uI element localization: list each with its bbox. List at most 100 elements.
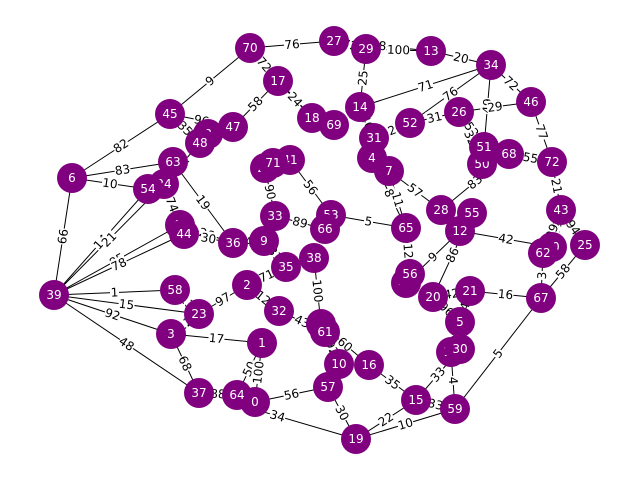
edge-weight-background — [54, 227, 72, 246]
node-label: 52 — [402, 116, 417, 130]
edge-weight-group: 78 — [108, 254, 130, 275]
edge-weight-group: 100 — [250, 360, 267, 385]
edge-weight-label: 56 — [283, 386, 301, 403]
node-label: 44 — [176, 227, 191, 241]
edge-weight-label: 82 — [111, 136, 131, 156]
edge-weight-background — [500, 72, 522, 95]
edge-weight-label: 15 — [118, 297, 135, 313]
edge-weight-label: 10 — [396, 415, 415, 433]
edge-weight-group: 86 — [442, 244, 463, 266]
node-1: 1 — [247, 328, 277, 358]
edge-weight-label: 4 — [244, 235, 253, 249]
edge-weight-group: 97 — [212, 289, 234, 310]
node-circle — [537, 147, 567, 177]
edge-weight-label: 100 — [250, 360, 267, 384]
edge-weight-label: 8 — [378, 39, 387, 54]
node-label: 6 — [68, 171, 76, 185]
node-label: 56 — [402, 267, 417, 281]
node-65: 65 — [391, 213, 421, 243]
node-label: 27 — [326, 34, 341, 48]
node-circle — [341, 424, 371, 454]
node-circle — [260, 201, 290, 231]
node-48: 48 — [185, 128, 215, 158]
edge-weight-group: 56 — [300, 176, 321, 199]
node-label: 0 — [251, 395, 259, 409]
node-circle — [526, 283, 556, 313]
edge-weight-label: 55 — [522, 150, 540, 167]
node-34: 34 — [476, 50, 506, 80]
edge-weight-group: 42 — [496, 230, 516, 248]
node-circle — [263, 66, 293, 96]
node-circle — [310, 214, 340, 244]
node-29: 29 — [351, 34, 381, 64]
edge-weight-background — [425, 108, 444, 127]
edge-weight-background — [110, 135, 132, 157]
node-circle — [445, 307, 475, 337]
node-label: 61 — [317, 325, 332, 339]
edge-weight-group: 48 — [115, 333, 138, 355]
node-label: 17 — [270, 74, 285, 88]
node-39: 39 — [39, 280, 69, 310]
edge-weight-background — [115, 333, 138, 355]
edge-weight-label: 12 — [400, 243, 415, 259]
edge-weight-label: 71 — [416, 77, 435, 95]
edge-weight-label: 35 — [382, 372, 403, 392]
edge-weight-group: 16 — [496, 286, 515, 303]
edge-weight-label: 4 — [457, 301, 473, 313]
edge-weight-group: 58 — [552, 260, 574, 283]
node-13: 13 — [416, 36, 446, 66]
edge-weight-group: 30 — [332, 402, 352, 424]
node-45: 45 — [155, 99, 185, 129]
node-56: 56 — [395, 259, 425, 289]
node-63: 63 — [158, 147, 188, 177]
edge-weight-group: 25 — [355, 69, 371, 87]
node-circle — [310, 317, 340, 347]
edge-weight-background — [117, 296, 136, 313]
node-circle — [457, 198, 487, 228]
edge-weight-group: 55 — [521, 149, 540, 167]
edge-weight-label: 68 — [175, 354, 194, 374]
node-circle — [418, 282, 448, 312]
node-label: 71 — [265, 156, 280, 170]
node-circle — [184, 378, 214, 408]
node-label: 36 — [225, 236, 240, 250]
node-label: 19 — [348, 432, 363, 446]
node-label: 15 — [408, 393, 423, 407]
edge-weight-label: 1 — [110, 285, 118, 299]
node-circle — [455, 276, 485, 306]
node-label: 30 — [452, 342, 467, 356]
node-9: 9 — [249, 226, 279, 256]
edge-weight-label: 92 — [103, 305, 122, 323]
node-circle — [249, 226, 279, 256]
node-label: 25 — [577, 238, 592, 252]
edge-weight-background — [415, 76, 436, 96]
node-circle — [160, 275, 190, 305]
edge-weight-label: 34 — [268, 407, 287, 425]
node-43: 43 — [546, 195, 576, 225]
edge-weight-group: 5 — [362, 213, 375, 230]
node-circle — [247, 328, 277, 358]
node-label: 68 — [501, 147, 516, 161]
edge-weight-background — [532, 122, 551, 142]
edge-weight-background — [385, 122, 399, 139]
node-circle — [476, 50, 506, 80]
node-23: 23 — [184, 299, 214, 329]
node-circle — [319, 26, 349, 56]
edge-weight-group: 21 — [548, 176, 565, 196]
edge-weight-group: 2 — [385, 122, 399, 139]
edge-weight-background — [334, 333, 356, 356]
node-label: 39 — [46, 288, 61, 302]
edge-weight-background — [202, 72, 218, 90]
edge-weight-group: 10 — [101, 175, 119, 192]
edge-weight-label: 78 — [109, 255, 129, 274]
node-circle — [570, 230, 600, 260]
edge-weight-group: 82 — [110, 135, 132, 157]
node-28: 28 — [426, 195, 456, 225]
node-17: 17 — [263, 66, 293, 96]
node-circle — [156, 319, 186, 349]
edge-weight-label: 74 — [163, 195, 182, 214]
edge-weight-background — [300, 176, 321, 199]
node-circle — [258, 148, 288, 178]
node-10: 10 — [324, 349, 354, 379]
edge-weight-background — [290, 213, 310, 232]
